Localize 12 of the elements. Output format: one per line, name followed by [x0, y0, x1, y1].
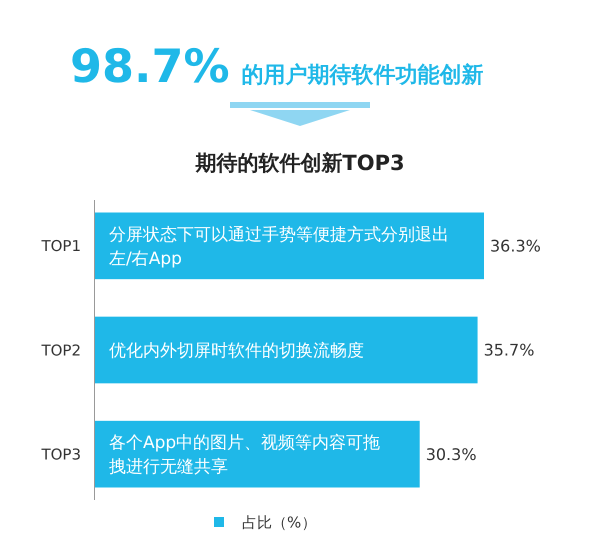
data-label: 36.3%: [490, 236, 541, 256]
chart-title: 98.7% 的用户期待软件功能创新: [70, 39, 484, 93]
annotation: 各个App中的图片、视频等内容可拖拽进行无缝共享: [109, 433, 380, 478]
y-tick-label: TOP2: [40, 341, 81, 360]
data-label: 35.7%: [484, 340, 534, 360]
data-label: 30.3%: [426, 444, 477, 464]
chart-subtitle: 期待的软件创新TOP3: [194, 151, 405, 175]
annotation: 优化内外切屏时软件的切换流畅度: [109, 340, 364, 361]
y-tick-label: TOP1: [40, 237, 81, 256]
y-tick-label: TOP3: [40, 445, 81, 464]
annotation: 分屏状态下可以通过手势等便捷方式分别退出左/右App: [109, 224, 449, 269]
legend-label: 占比（%）: [242, 513, 316, 532]
